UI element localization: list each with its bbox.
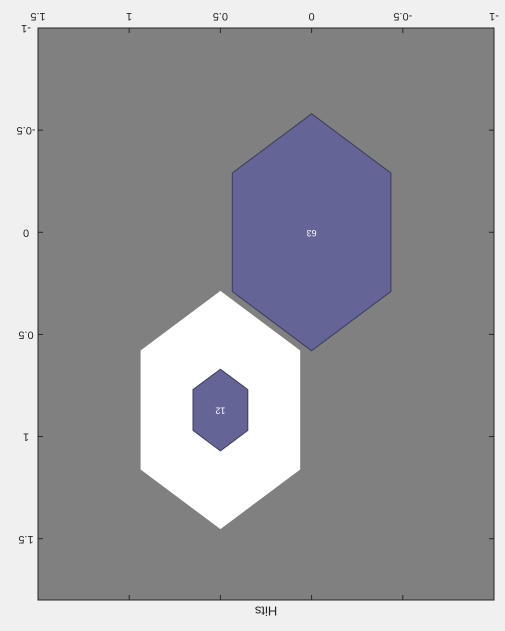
axes-frame — [37, 27, 495, 601]
y-tick-label: -1 — [21, 22, 31, 34]
y-tick-label: -0.5 — [17, 124, 36, 136]
x-axis-label: Hits — [254, 604, 277, 619]
y-tick-layer: -1 -0.5 0 0.5 1 1.5 — [17, 22, 494, 545]
x-tick-label: 0.5 — [213, 10, 228, 22]
x-tick-label: 1 — [126, 10, 132, 22]
y-tick-label: 0 — [23, 226, 29, 238]
y-tick-label: 1 — [23, 431, 29, 443]
y-tick-label: 0.5 — [18, 329, 33, 341]
x-tick-label: 1.5 — [30, 10, 45, 22]
hexagon-2 — [192, 368, 249, 452]
hexagon-count-label: 12 — [215, 406, 225, 416]
hexagon-count-label: 63 — [307, 228, 317, 238]
x-tick-label: -0.5 — [393, 10, 412, 22]
hexagon-layer: 63 12 — [140, 113, 392, 530]
x-tick-label: 0 — [309, 10, 315, 22]
y-tick-label: 1.5 — [18, 533, 33, 545]
x-tick-label: -1 — [489, 10, 499, 22]
hexagon-0 — [231, 113, 392, 352]
x-tick-layer: -1 -0.5 0 0.5 1 1.5 — [30, 10, 499, 600]
